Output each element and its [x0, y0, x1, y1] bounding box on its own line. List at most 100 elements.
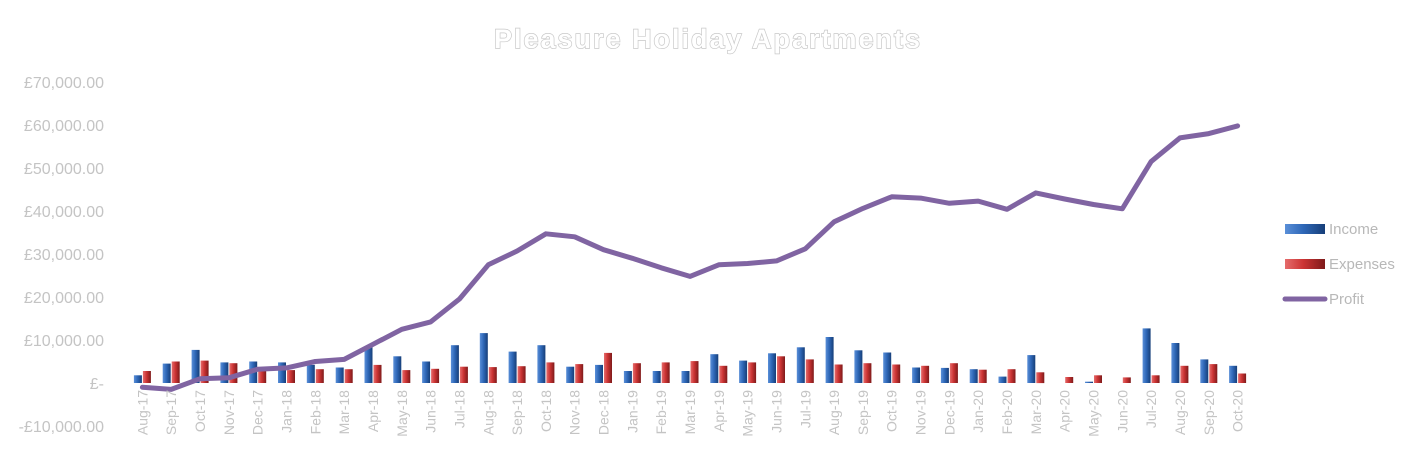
x-tick-label: Apr-19 [711, 390, 727, 432]
income-bar [969, 369, 978, 383]
x-tick-label: Nov-18 [567, 390, 583, 435]
income-bar [220, 362, 229, 383]
x-tick-label: Oct-20 [1230, 390, 1246, 432]
x-tick-label: Nov-17 [221, 390, 237, 435]
expenses-bar [1238, 373, 1247, 383]
x-tick-label: Jun-18 [423, 390, 439, 433]
y-tick-label: £40,000.00 [24, 204, 104, 221]
legend-swatch-income [1285, 224, 1325, 234]
x-tick-label: Sep-18 [509, 390, 525, 435]
legend-swatch-expenses [1285, 259, 1325, 269]
legend-label-profit: Profit [1329, 291, 1365, 308]
y-tick-label: £30,000.00 [24, 247, 104, 264]
income-bar [940, 367, 949, 383]
x-tick-label: May-18 [394, 390, 410, 437]
income-bar [306, 364, 315, 383]
expenses-bar [517, 366, 526, 383]
y-tick-label: £10,000.00 [24, 333, 104, 350]
x-tick-label: Dec-19 [941, 390, 957, 435]
income-bar [393, 356, 402, 383]
expenses-bar [402, 370, 411, 383]
x-tick-label: Apr-18 [365, 390, 381, 432]
chart-title: Pleasure Holiday Apartments [494, 24, 922, 54]
expenses-bar [661, 362, 670, 383]
y-tick-label: -£10,000.00 [19, 419, 105, 436]
x-tick-label: May-20 [1086, 390, 1102, 437]
income-bar [825, 337, 834, 383]
expenses-bar [431, 368, 440, 383]
expenses-bar [1122, 377, 1131, 383]
x-tick-label: Aug-18 [480, 390, 496, 435]
y-tick-label: £- [90, 376, 104, 393]
expenses-bar [1180, 365, 1189, 383]
x-tick-label: Oct-17 [192, 390, 208, 432]
income-bar [998, 376, 1007, 383]
x-tick-label: Jan-19 [624, 390, 640, 433]
x-tick-label: Aug-17 [134, 390, 150, 435]
x-tick-label: May-19 [740, 390, 756, 437]
income-bar [854, 350, 863, 383]
x-tick-label: Mar-19 [682, 390, 698, 435]
legend: Income Expenses Profit [1282, 221, 1395, 308]
income-bar [450, 345, 459, 383]
expenses-bar [690, 361, 699, 383]
y-tick-label: £70,000.00 [24, 75, 104, 92]
x-tick-label: Apr-20 [1057, 390, 1073, 432]
x-tick-label: Oct-18 [538, 390, 554, 432]
expenses-bar [258, 370, 267, 383]
income-bar [1142, 328, 1151, 383]
income-bar [1027, 355, 1036, 383]
x-tick-label: Aug-19 [826, 390, 842, 435]
income-bar [1229, 365, 1238, 383]
x-tick-label: Feb-20 [999, 390, 1015, 435]
income-bar [508, 351, 517, 383]
income-bar [681, 371, 690, 383]
expenses-bar [921, 365, 930, 383]
expenses-bar [748, 362, 757, 383]
y-axis: £70,000.00 £60,000.00 £50,000.00 £40,000.00… [19, 75, 105, 436]
income-bar [623, 371, 632, 383]
x-axis: Aug-17 Sep-17 Oct-17 Nov-17 Dec-17 Jan-18 Feb-… [134, 390, 1245, 437]
expenses-bar [1065, 377, 1074, 383]
y-tick-label: £60,000.00 [24, 118, 104, 135]
income-bar [278, 362, 286, 383]
expenses-bar [315, 369, 324, 383]
expenses-bar [1151, 375, 1160, 383]
x-tick-label: Nov-19 [913, 390, 929, 435]
x-tick-label: Dec-17 [250, 390, 266, 435]
income-bar [133, 375, 142, 383]
income-bar [796, 347, 805, 383]
x-tick-label: Jul-19 [797, 390, 813, 428]
expenses-bar [142, 371, 151, 383]
expenses-bar [949, 363, 958, 383]
x-tick-label: Sep-20 [1201, 390, 1217, 435]
income-bar [912, 367, 921, 383]
x-tick-label: Mar-20 [1028, 390, 1044, 435]
x-tick-label: Jun-19 [769, 390, 785, 433]
expenses-bar [344, 369, 353, 383]
expenses-bar [488, 367, 497, 383]
expenses-bar [777, 356, 785, 383]
x-tick-label: Feb-19 [653, 390, 669, 435]
income-bar [191, 349, 200, 383]
expenses-bar [575, 364, 584, 383]
income-bar [335, 367, 344, 383]
income-bar [1200, 359, 1209, 383]
income-bar [162, 363, 171, 383]
x-tick-label: Jul-18 [451, 390, 467, 428]
legend-label-expenses: Expenses [1329, 256, 1395, 273]
income-bar [710, 354, 719, 383]
expenses-bar [632, 363, 641, 383]
income-bar [595, 364, 603, 383]
expenses-bar [1209, 364, 1218, 383]
expenses-bar [863, 363, 872, 383]
x-tick-label: Jul-20 [1143, 390, 1159, 428]
income-bar [1171, 343, 1180, 383]
expenses-bar [805, 359, 814, 383]
income-bar [566, 366, 575, 383]
bar-series-group [133, 328, 1247, 384]
expenses-bar [459, 366, 468, 383]
x-tick-label: Sep-19 [855, 390, 871, 435]
income-bar [883, 352, 892, 383]
